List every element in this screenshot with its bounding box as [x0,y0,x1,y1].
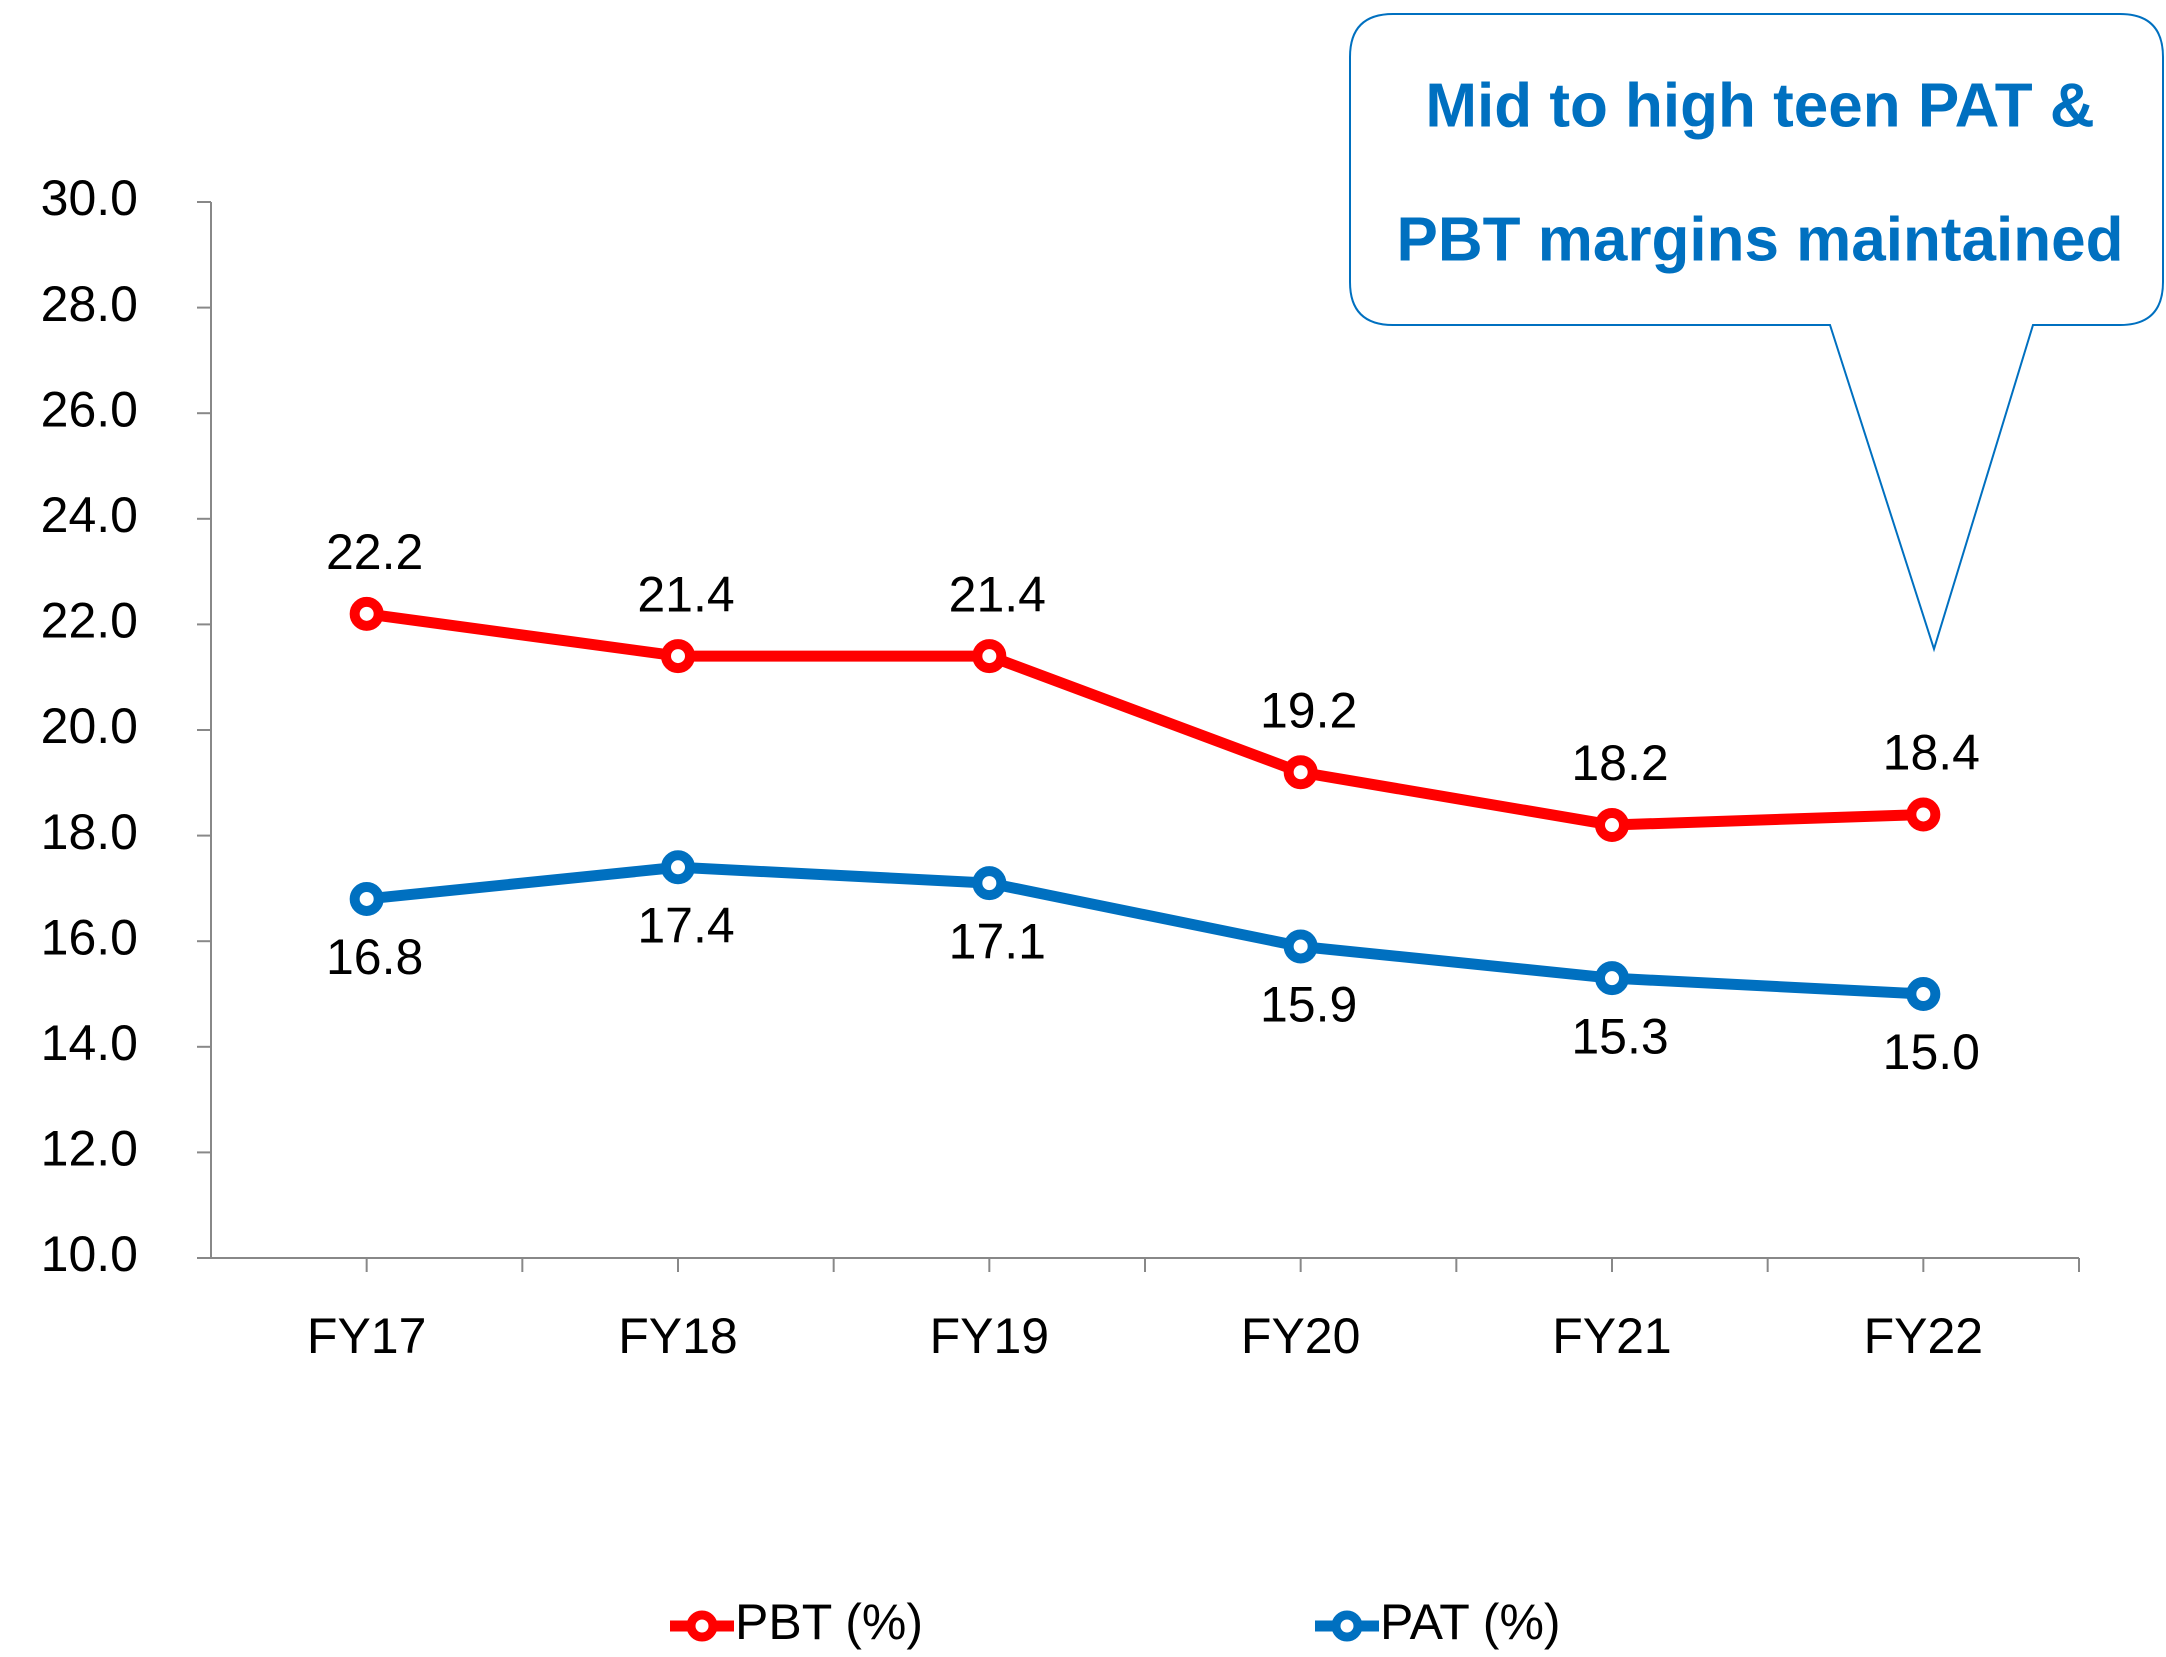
y-tick-label: 24.0 [41,487,138,543]
y-tick-label: 18.0 [41,804,138,860]
marker [661,850,695,885]
annotation: PBT margins maintained [1397,205,2124,274]
y-tick-label: 26.0 [41,381,138,437]
data-label: 21.4 [949,566,1046,622]
marker [349,881,384,916]
marker [1906,797,1941,832]
marker [972,866,1007,901]
data-label: 17.4 [637,897,734,953]
marker [1906,977,1941,1011]
data-label: 18.2 [1571,735,1668,791]
x-tick-label: FY19 [930,1308,1050,1364]
x-tick-label: FY17 [307,1308,427,1364]
series-line [366,861,1924,1000]
x-tick-label: FY21 [1552,1308,1672,1364]
marker [349,596,384,631]
data-label: 21.4 [637,566,734,622]
data-label: 17.1 [949,913,1046,969]
data-label: 15.0 [1883,1024,1980,1080]
marker [1283,929,1318,964]
legend-marker [1331,1610,1363,1642]
series-line [365,608,1924,831]
y-tick-label: 20.0 [41,698,138,754]
data-label: 15.3 [1571,1008,1668,1064]
data-label: 22.2 [326,524,423,580]
y-tick-label: 16.0 [41,909,138,965]
x-tick-label: FY20 [1241,1308,1361,1364]
data-label: 15.9 [1260,977,1357,1033]
y-tick-label: 12.0 [41,1121,138,1177]
y-tick-label: 22.0 [41,593,138,649]
data-label: 19.2 [1260,682,1357,738]
y-tick-label: 30.0 [41,170,138,226]
legend-label: PBT (%) [735,1594,923,1650]
x-tick-label: FY18 [618,1308,738,1364]
y-tick-label: 10.0 [41,1226,138,1282]
x-tick-label: FY22 [1864,1308,1984,1364]
marker [1595,961,1629,996]
legend-label: PAT (%) [1380,1594,1561,1650]
data-label: 16.8 [326,929,423,985]
marker [1595,808,1629,843]
marker [1283,755,1318,790]
legend-marker [686,1610,718,1642]
callout [1349,13,2164,653]
data-label: 18.4 [1883,725,1980,781]
y-tick-label: 28.0 [41,276,138,332]
y-tick-label: 14.0 [41,1015,138,1071]
annotation: Mid to high teen PAT & [1425,71,2094,140]
marker [661,639,695,674]
marker [972,639,1007,674]
